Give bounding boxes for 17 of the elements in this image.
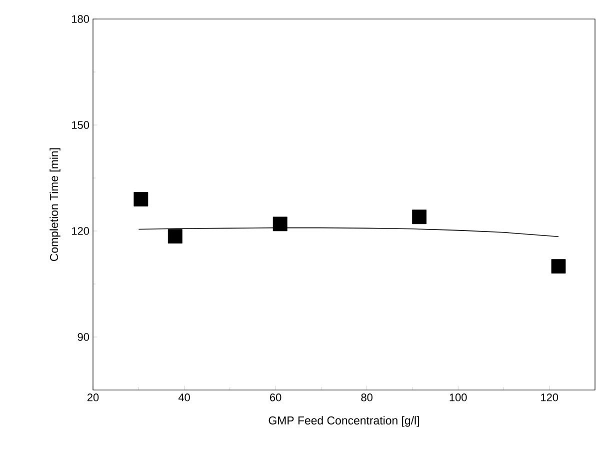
x-tick-label: 100: [450, 394, 467, 402]
y-tick-label: 120: [72, 227, 90, 235]
x-tick-label: 20: [87, 394, 99, 402]
point: [551, 259, 566, 274]
x-tick-label: 80: [361, 394, 372, 402]
y-tick-label: 180: [72, 15, 90, 23]
y-tick-label: 150: [72, 121, 90, 129]
x-axis-title: GMP Feed Concentration [g/l]: [268, 416, 419, 427]
point: [168, 229, 182, 244]
x-tick-label: 120: [541, 394, 558, 402]
point: [134, 192, 148, 206]
x-tick-label: 60: [270, 394, 282, 402]
y-axis-title: Completion Time [min]: [50, 148, 60, 262]
x-tick-label: 40: [178, 394, 190, 402]
point: [412, 210, 427, 224]
point: [272, 216, 288, 232]
y-tick-label: 90: [78, 333, 90, 341]
